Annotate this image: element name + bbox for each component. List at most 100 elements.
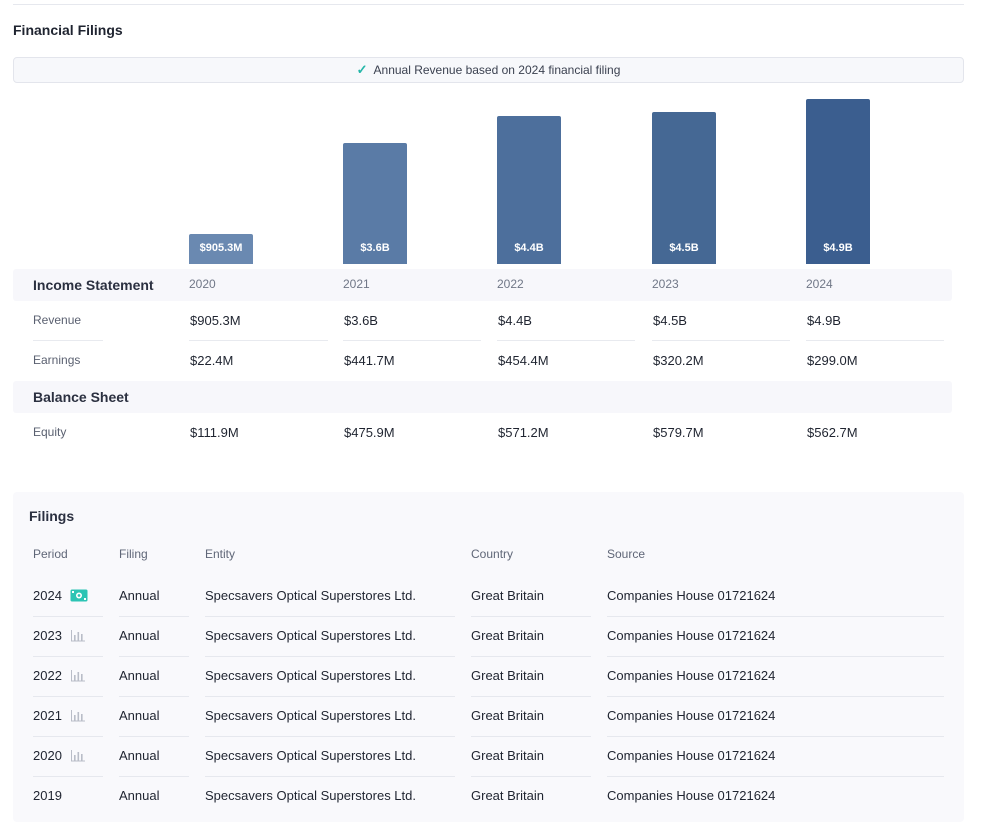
value-cell: $3.6B <box>344 313 378 328</box>
bar-value-label: $905.3M <box>199 242 243 254</box>
filing-period: 2023 <box>33 628 86 645</box>
filing-country: Great Britain <box>471 588 544 603</box>
column-header-country: Country <box>471 547 514 561</box>
filing-country: Great Britain <box>471 708 544 723</box>
year-header-2023: 2023 <box>652 277 679 291</box>
row-divider <box>607 656 944 657</box>
bar-2022: $4.4B <box>497 116 561 264</box>
balance-sheet-header-band <box>13 381 952 413</box>
revenue-bar-chart: $905.3M $3.6B $4.4B $4.5B $4.9B <box>0 88 991 264</box>
row-divider <box>205 656 455 657</box>
cell-divider <box>343 340 481 341</box>
filing-period-year: 2021 <box>33 708 62 723</box>
filings-panel <box>13 492 964 822</box>
value-cell: $111.9M <box>190 425 239 440</box>
revenue-basis-banner: ✓ Annual Revenue based on 2024 financial… <box>13 57 964 83</box>
row-divider <box>471 696 591 697</box>
filing-period-year: 2024 <box>33 588 62 603</box>
filing-source[interactable]: Companies House 01721624 <box>607 588 776 603</box>
income-statement-title: Income Statement <box>33 277 154 293</box>
filing-period: 2020 <box>33 748 86 765</box>
filing-type: Annual <box>119 628 160 643</box>
row-divider <box>33 616 103 617</box>
filing-period: 2019 <box>33 788 62 803</box>
row-label-equity: Equity <box>33 425 67 439</box>
filing-entity[interactable]: Specsavers Optical Superstores Ltd. <box>205 628 416 643</box>
row-divider <box>119 776 189 777</box>
filing-source[interactable]: Companies House 01721624 <box>607 628 776 643</box>
filing-entity[interactable]: Specsavers Optical Superstores Ltd. <box>205 708 416 723</box>
row-divider <box>33 696 103 697</box>
filing-source[interactable]: Companies House 01721624 <box>607 748 776 763</box>
column-header-entity: Entity <box>205 547 236 561</box>
row-divider <box>471 736 591 737</box>
value-cell: $562.7M <box>807 425 858 440</box>
filing-source[interactable]: Companies House 01721624 <box>607 788 776 803</box>
row-divider <box>205 736 455 737</box>
column-header-filing: Filing <box>119 547 148 561</box>
cell-divider <box>652 340 790 341</box>
value-cell: $441.7M <box>344 353 395 368</box>
filing-country: Great Britain <box>471 748 544 763</box>
top-divider <box>13 4 964 5</box>
filing-type: Annual <box>119 708 160 723</box>
filing-source[interactable]: Companies House 01721624 <box>607 708 776 723</box>
row-label-earnings: Earnings <box>33 353 81 367</box>
filing-period-year: 2020 <box>33 748 62 763</box>
page-title: Financial Filings <box>13 22 123 38</box>
column-header-source: Source <box>607 547 646 561</box>
year-header-2022: 2022 <box>497 277 524 291</box>
bar-2024: $4.9B <box>806 99 870 264</box>
filing-country: Great Britain <box>471 788 544 803</box>
value-cell: $475.9M <box>344 425 395 440</box>
filing-entity[interactable]: Specsavers Optical Superstores Ltd. <box>205 668 416 683</box>
value-cell: $4.9B <box>807 313 841 328</box>
bar-chart-icon <box>70 709 86 725</box>
balance-sheet-title: Balance Sheet <box>33 389 129 405</box>
row-divider <box>33 736 103 737</box>
value-cell: $571.2M <box>498 425 549 440</box>
filing-period: 2021 <box>33 708 86 725</box>
filing-type: Annual <box>119 788 160 803</box>
row-divider <box>471 616 591 617</box>
row-divider <box>607 776 944 777</box>
row-label-revenue: Revenue <box>33 313 82 327</box>
row-divider <box>119 616 189 617</box>
row-divider <box>205 616 455 617</box>
filing-source[interactable]: Companies House 01721624 <box>607 668 776 683</box>
filing-entity[interactable]: Specsavers Optical Superstores Ltd. <box>205 748 416 763</box>
cell-divider <box>806 340 944 341</box>
row-divider <box>33 776 103 777</box>
filing-country: Great Britain <box>471 668 544 683</box>
cell-divider <box>189 340 328 341</box>
income-statement-header-band <box>13 269 952 301</box>
filing-entity[interactable]: Specsavers Optical Superstores Ltd. <box>205 788 416 803</box>
bar-chart-icon <box>70 629 86 645</box>
column-header-period: Period <box>33 547 68 561</box>
row-divider <box>607 736 944 737</box>
value-cell: $579.7M <box>653 425 704 440</box>
filing-period-year: 2023 <box>33 628 62 643</box>
filings-title: Filings <box>29 508 75 524</box>
bar-chart-icon <box>70 669 86 685</box>
cell-divider <box>497 340 635 341</box>
filing-country: Great Britain <box>471 628 544 643</box>
year-header-2024: 2024 <box>806 277 833 291</box>
banner-text: Annual Revenue based on 2024 financial f… <box>373 63 621 77</box>
value-cell: $22.4M <box>190 353 234 368</box>
value-cell: $299.0M <box>807 353 858 368</box>
bar-value-label: $4.9B <box>823 242 853 254</box>
filing-period: 2024 <box>33 588 88 605</box>
value-cell: $320.2M <box>653 353 704 368</box>
year-header-2020: 2020 <box>189 277 216 291</box>
row-divider <box>119 656 189 657</box>
row-divider <box>471 656 591 657</box>
value-cell: $4.5B <box>653 313 687 328</box>
check-icon: ✓ <box>356 62 368 77</box>
year-header-2021: 2021 <box>343 277 370 291</box>
row-divider <box>119 736 189 737</box>
filing-entity[interactable]: Specsavers Optical Superstores Ltd. <box>205 588 416 603</box>
bar-value-label: $3.6B <box>360 242 390 254</box>
filing-period-year: 2019 <box>33 788 62 803</box>
value-cell: $905.3M <box>190 313 241 328</box>
